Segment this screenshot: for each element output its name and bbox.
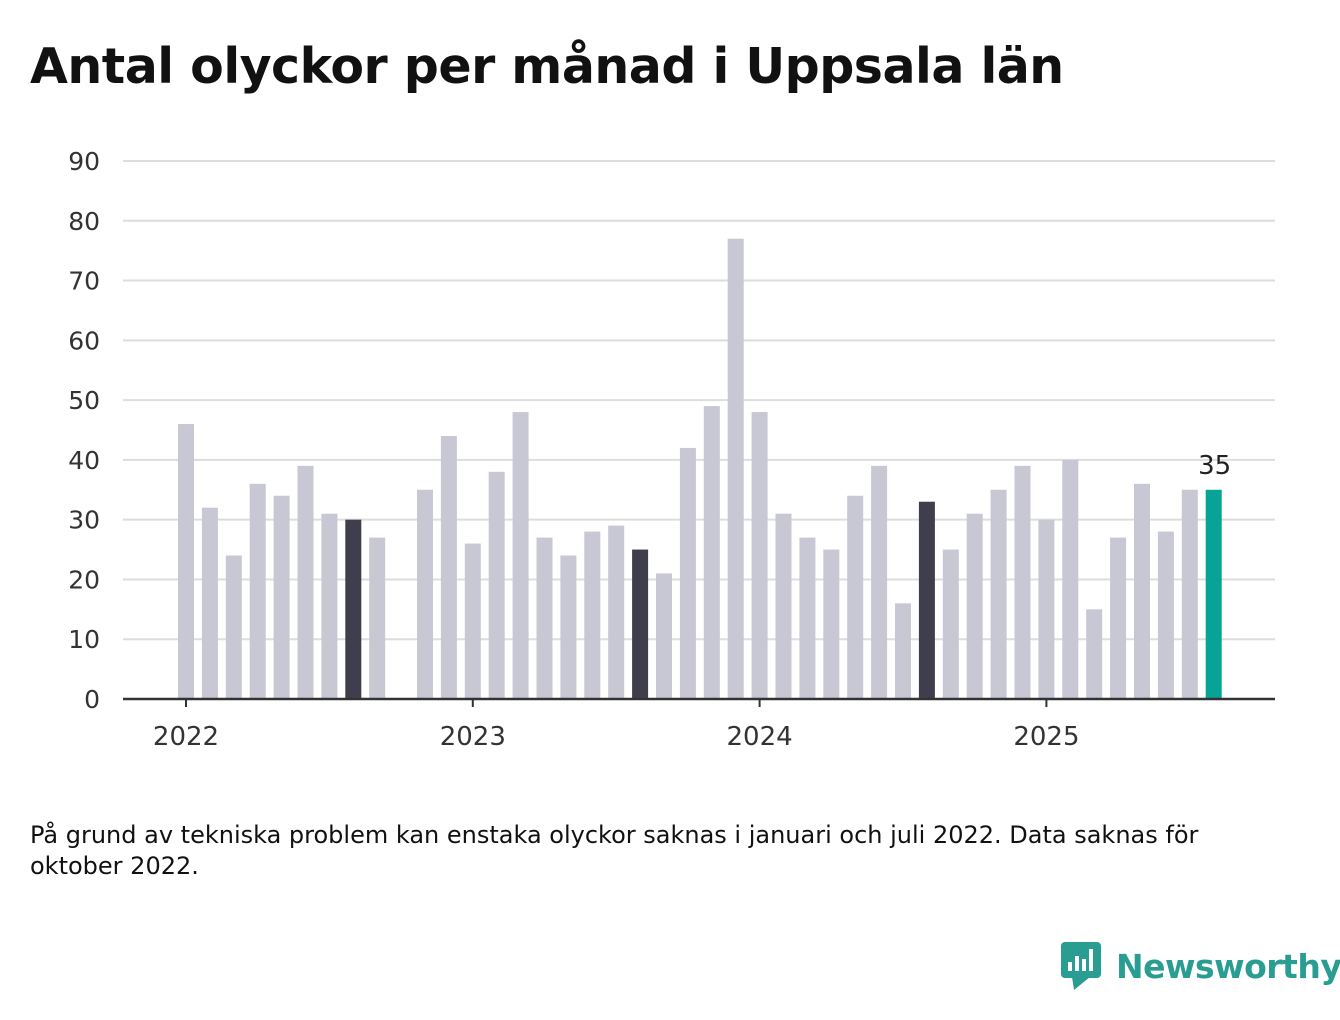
x-tick-label: 2025	[1013, 722, 1079, 752]
bar	[512, 412, 529, 699]
latest-value-label: 35	[1198, 451, 1231, 481]
y-tick-label: 90	[68, 147, 100, 176]
bar	[942, 549, 959, 699]
bar	[273, 495, 290, 699]
y-tick-label: 20	[68, 565, 100, 594]
bar	[249, 483, 266, 699]
bar	[990, 489, 1007, 699]
bar	[775, 513, 792, 699]
x-tick-label: 2023	[440, 722, 506, 752]
bar	[751, 412, 768, 699]
y-tick-label: 0	[84, 685, 100, 714]
bar	[727, 238, 744, 699]
bar	[799, 537, 816, 699]
bar	[225, 555, 242, 699]
bar	[823, 549, 840, 699]
bar	[584, 531, 601, 699]
bar	[608, 525, 625, 699]
bar	[560, 555, 577, 699]
chart-title: Antal olyckor per månad i Uppsala län	[30, 38, 1064, 95]
bar	[1086, 609, 1103, 699]
y-tick-label: 10	[68, 625, 100, 654]
bar	[1014, 465, 1031, 699]
y-tick-label: 50	[68, 386, 100, 415]
y-tick-label: 40	[68, 446, 100, 475]
bars	[178, 238, 1222, 699]
bar	[895, 603, 911, 699]
brand-name: Newsworthy	[1116, 946, 1340, 986]
bar	[488, 471, 505, 699]
bar	[178, 424, 194, 699]
bar	[417, 489, 433, 699]
x-tick-label: 2024	[727, 722, 793, 752]
y-tick-label: 30	[68, 506, 100, 535]
bar-chart: 0 10 20 30 40 50 60 70 80 90 2022 2023 2024 2025 35	[68, 147, 1275, 752]
bar	[966, 513, 983, 699]
bar	[369, 537, 386, 699]
y-tick-label: 60	[68, 326, 100, 355]
bar	[297, 465, 314, 699]
bar-highlighted	[345, 519, 362, 699]
bar-highlighted	[632, 549, 649, 699]
bar	[1038, 519, 1055, 699]
bar	[1181, 489, 1198, 699]
bar-latest	[1205, 489, 1222, 699]
bar	[464, 543, 481, 699]
x-tick-label: 2022	[153, 722, 219, 752]
bar	[536, 537, 553, 699]
gridlines	[123, 160, 1275, 641]
labels: 0 10 20 30 40 50 60 70 80 90 2022 2023 2024 2025 35	[68, 147, 1231, 752]
bar	[656, 573, 672, 699]
axes	[123, 697, 1275, 707]
bar	[440, 435, 457, 699]
footnote: På grund av tekniska problem kan enstaka…	[30, 821, 1199, 880]
bar	[1110, 537, 1127, 699]
bar	[847, 495, 864, 699]
bar	[321, 513, 338, 699]
newsworthy-logo[interactable]: Newsworthy	[1060, 940, 1340, 992]
y-tick-label: 70	[68, 267, 100, 296]
bar	[201, 507, 218, 699]
y-tick-label: 80	[68, 207, 100, 236]
newsworthy-bar-chart-bubble-icon	[1061, 942, 1101, 990]
bar	[1157, 531, 1174, 699]
bar	[703, 406, 720, 699]
bar	[1134, 483, 1150, 699]
bar	[871, 465, 888, 699]
bar	[679, 447, 696, 699]
bar-highlighted	[918, 501, 935, 699]
bar	[1062, 459, 1079, 699]
